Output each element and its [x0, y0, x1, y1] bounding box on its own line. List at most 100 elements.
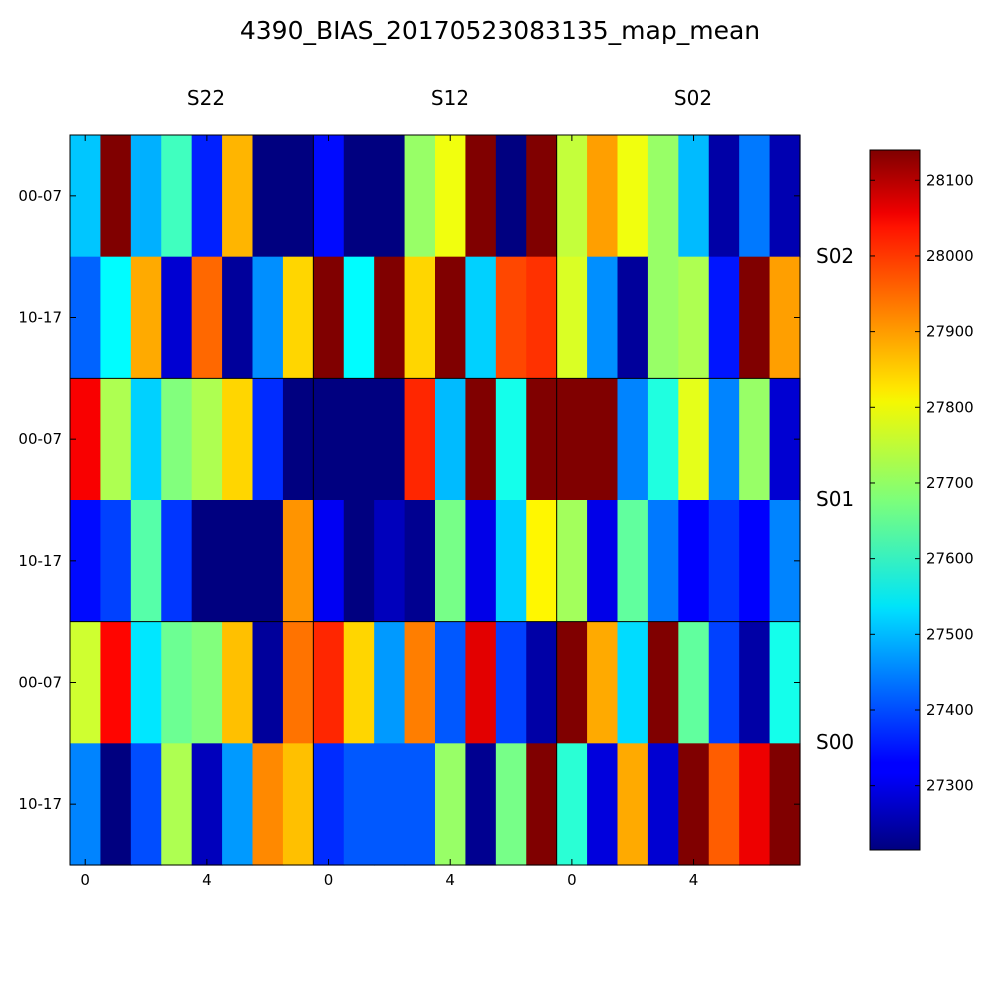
row-group-labels: S02 S01 S00 — [816, 244, 854, 754]
heatmap-cell — [647, 378, 679, 501]
heatmap-cell — [161, 621, 193, 744]
heatmap-cell — [222, 500, 254, 623]
heatmap-cell — [708, 135, 740, 258]
heatmap-cell — [465, 500, 497, 623]
heatmap-cell — [526, 743, 558, 866]
heatmap-cell — [222, 256, 254, 379]
heatmap-cell — [343, 378, 375, 501]
heatmap-cell — [404, 256, 436, 379]
heatmap-cell — [435, 500, 467, 623]
heatmap-cell — [191, 621, 223, 744]
heatmap-cell — [404, 621, 436, 744]
heatmap-cell — [100, 135, 132, 258]
heatmap-cell — [526, 500, 558, 623]
heatmap-cell — [343, 743, 375, 866]
heatmap-cell — [191, 256, 223, 379]
heatmap-cell — [465, 743, 497, 866]
heatmap-cell — [587, 743, 619, 866]
colorbar-tick-label: 27400 — [926, 701, 974, 719]
heatmap-cell — [587, 621, 619, 744]
colorbar-tick-label: 27700 — [926, 474, 974, 492]
heatmap-cell — [100, 621, 132, 744]
colorbar-tick-label: 27900 — [926, 323, 974, 341]
row-group-label-s02: S02 — [816, 244, 854, 268]
heatmap-cell — [374, 743, 406, 866]
heatmap-cell — [343, 621, 375, 744]
heatmap-cell — [435, 135, 467, 258]
heatmap-cell — [252, 500, 284, 623]
group-grid-lines — [69, 134, 801, 866]
heatmap-cell — [130, 378, 162, 501]
y-tick-label: 10-17 — [18, 309, 62, 327]
heatmap-cell — [100, 500, 132, 623]
x-tick-label: 0 — [567, 871, 577, 889]
heatmap-cell — [130, 621, 162, 744]
heatmap-cell — [313, 743, 345, 866]
heatmap-cell — [191, 500, 223, 623]
heatmap-cell — [130, 256, 162, 379]
heatmap-cell — [282, 135, 314, 258]
colorbar-tick-label: 27300 — [926, 777, 974, 795]
heatmap-cell — [435, 256, 467, 379]
heatmap-cell — [708, 743, 740, 866]
heatmap-cell — [100, 743, 132, 866]
heatmap-cell — [222, 378, 254, 501]
heatmap-cell — [435, 743, 467, 866]
column-group-labels: S22 S12 S02 — [187, 86, 712, 110]
heatmap-cell — [282, 500, 314, 623]
heatmap-cell — [374, 378, 406, 501]
colorbar-tick-label: 28000 — [926, 247, 974, 265]
heatmap-cell — [647, 500, 679, 623]
heatmap-cell — [161, 135, 193, 258]
heatmap-cell — [404, 378, 436, 501]
heatmap-cells — [70, 135, 801, 866]
heatmap-cell — [252, 621, 284, 744]
heatmap-cell — [191, 743, 223, 866]
x-tick-label: 0 — [324, 871, 334, 889]
colorbar-gradient — [869, 149, 921, 851]
heatmap-cell — [404, 135, 436, 258]
column-group-label-s22: S22 — [187, 86, 225, 110]
heatmap-cell — [526, 256, 558, 379]
heatmap-cell — [130, 500, 162, 623]
heatmap-cell — [435, 621, 467, 744]
heatmap-cell — [678, 621, 710, 744]
heatmap-cell — [374, 256, 406, 379]
heatmap-cell — [678, 378, 710, 501]
heatmap-cell — [556, 500, 588, 623]
heatmap-cell — [617, 135, 649, 258]
heatmap-cell — [282, 621, 314, 744]
heatmap-cell — [191, 378, 223, 501]
colorbar-tick-label: 27800 — [926, 398, 974, 416]
heatmap-cell — [100, 378, 132, 501]
heatmap-cell — [161, 743, 193, 866]
heatmap-cell — [191, 135, 223, 258]
heatmap-cell — [495, 378, 527, 501]
heatmap-cell — [282, 256, 314, 379]
heatmap-cell — [739, 378, 771, 501]
heatmap-cell — [708, 256, 740, 379]
heatmap-cell — [495, 500, 527, 623]
column-group-label-s12: S12 — [431, 86, 469, 110]
heatmap-cell — [587, 135, 619, 258]
heatmap-cell — [222, 743, 254, 866]
heatmap-cell — [495, 256, 527, 379]
heatmap-cell — [647, 743, 679, 866]
heatmap-cell — [617, 256, 649, 379]
colorbar-ticks: 27300 27400 27500 27600 27700 27800 27900 28000… — [870, 171, 974, 795]
heatmap-cell — [465, 256, 497, 379]
y-tick-label: 10-17 — [18, 795, 62, 813]
heatmap-cell — [678, 256, 710, 379]
heatmap-cell — [313, 500, 345, 623]
y-tick-label: 10-17 — [18, 552, 62, 570]
heatmap-cell — [435, 378, 467, 501]
y-tick-label: 00-07 — [18, 187, 62, 205]
heatmap-cell — [313, 135, 345, 258]
row-group-label-s01: S01 — [816, 487, 854, 511]
heatmap-cell — [343, 256, 375, 379]
heatmap-cell — [587, 378, 619, 501]
heatmap-cell — [739, 135, 771, 258]
y-tick-labels: 00-07 10-17 00-07 10-17 00-07 10-17 — [18, 187, 62, 813]
heatmap-cell — [556, 135, 588, 258]
heatmap-cell — [526, 378, 558, 501]
